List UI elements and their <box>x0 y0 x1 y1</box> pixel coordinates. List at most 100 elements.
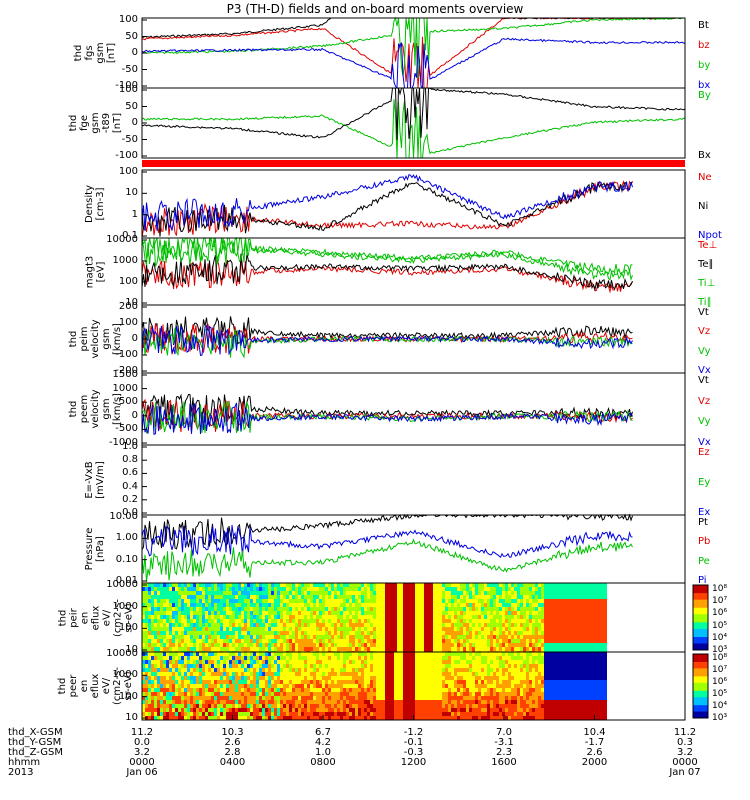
ve-legend-1: Vz <box>698 395 711 407</box>
ephem-z-value: 2.8 <box>224 747 241 758</box>
peir-tick-label: 10000 <box>106 579 138 590</box>
vi-trace-vz <box>141 322 633 355</box>
ephem-label: hhmm <box>8 757 41 768</box>
peer-tick-label: 1000 <box>112 669 138 681</box>
ephem-date-value: Jan 06 <box>126 767 158 778</box>
ephem-hhmm-value: 2000 <box>581 757 608 768</box>
ephem-hhmm-value: 0400 <box>219 757 246 768</box>
peir-colorbar-label: 10⁴ <box>712 632 728 643</box>
ve-tick-label: 1500 <box>112 369 138 380</box>
fgs-legend-1: bz <box>698 40 710 51</box>
dens-trace-npot <box>141 174 633 231</box>
temp-legend-1: Te∥ <box>698 259 714 270</box>
ve-tick-label: 500 <box>118 396 138 408</box>
efield-tick-label: 0.8 <box>122 454 138 466</box>
peer-colorbar-label: 10⁸ <box>712 653 728 663</box>
efield-tick-label: 0.2 <box>122 493 138 505</box>
ephem-z-value: -0.3 <box>403 747 424 758</box>
temp-tick-label: 100 <box>118 276 138 287</box>
efield-frame <box>141 444 686 516</box>
ephem-x-value: 6.7 <box>315 727 331 738</box>
dens-trace-ne <box>141 179 633 238</box>
fgs-legend-0: Bt <box>698 20 709 31</box>
dens-tick-label: 1 <box>131 208 138 220</box>
peer-colorbar-label: 10³ <box>712 713 728 723</box>
fge-tick-label: -50 <box>121 133 138 145</box>
page-title: P3 (TH-D) fields and on-board moments ov… <box>226 2 524 16</box>
vi-legend-1: Vz <box>698 326 711 338</box>
temp-tick-label: 1000 <box>112 255 138 266</box>
ve-legend-2: Vy <box>698 416 711 428</box>
efield-legend-2: Ex <box>698 507 711 518</box>
fge-tick-label: 0 <box>131 117 138 128</box>
press-ylabel: Pressure [nPa] <box>84 527 106 571</box>
dens-legend-2: Npot <box>698 230 722 241</box>
peir-tick-label: 10 <box>125 644 138 655</box>
ephem-z-value: 1.0 <box>315 747 331 758</box>
peir-colorbar-label: 10⁸ <box>712 584 728 594</box>
temp-legend-3: Ti∥ <box>698 297 712 308</box>
dens-tick-label: 0.1 <box>122 230 138 241</box>
ephem-hhmm-value: 1600 <box>491 757 517 768</box>
efield-tick-label: 0.0 <box>122 507 138 518</box>
ephem-x-value: 11.2 <box>673 727 697 738</box>
press-trace-pe <box>141 538 633 582</box>
peir-colorbar <box>693 585 708 651</box>
efield-tick-label: 1.0 <box>122 441 138 452</box>
ve-tick-label: 0 <box>131 409 138 421</box>
dens-legend-0: Ne <box>698 172 712 183</box>
ephem-label: thd_Z-GSM <box>8 747 63 758</box>
ve-legend-0: Vt <box>698 375 709 386</box>
fge-legend-0: By <box>698 90 711 101</box>
dens-ylabel: Density [cm-3] <box>84 184 106 224</box>
fgs-legend-3: bx <box>698 80 711 91</box>
fge-trace-bx <box>141 87 686 141</box>
ephem-y-value: 4.2 <box>315 737 331 748</box>
ephem-hhmm-value: 1200 <box>400 757 427 768</box>
fgs-tick-label: -50 <box>121 63 138 75</box>
vi-tick-label: 100 <box>118 317 138 328</box>
press-legend-0: Pt <box>698 517 708 528</box>
peir-spectrogram <box>142 583 607 655</box>
vi-legend-2: Vy <box>698 345 711 357</box>
vi-tick-label: -200 <box>115 365 138 376</box>
peir-ylabel: thd peir en eflux eV/ (cm2-s- sr-eV) <box>56 598 134 637</box>
temp-legend-0: Te⊥ <box>698 240 718 251</box>
efield-tick-label: 0.6 <box>122 467 138 479</box>
ve-trace-vx <box>141 402 633 436</box>
efield-tick-label: 0.4 <box>122 480 138 492</box>
ve-tick-label: -1000 <box>108 437 138 448</box>
peer-tick-label: 100 <box>118 690 138 702</box>
peir-colorbar-label: 10⁶ <box>712 608 728 619</box>
ephem-y-value: 2.6 <box>224 737 241 748</box>
ephem-z-value: 3.2 <box>134 747 150 758</box>
fgs-tick-label: 50 <box>125 30 138 42</box>
vi-tick-label: 200 <box>118 301 138 312</box>
fgs-legend-2: by <box>698 60 711 71</box>
ve-trace-vy <box>141 401 633 434</box>
ve-legend-3: Vx <box>698 437 711 448</box>
vi-trace-vy <box>141 327 633 359</box>
efield-legend-0: Ez <box>698 447 710 458</box>
ephem-hhmm-value: 0800 <box>310 757 336 768</box>
peir-colorbar-label: 10⁵ <box>712 620 728 631</box>
vi-legend-0: Vt <box>698 307 709 318</box>
peer-colorbar <box>693 654 708 719</box>
press-tick-label: 1.00 <box>115 532 138 544</box>
press-trace-pi <box>141 524 633 559</box>
ephem-x-value: 11.2 <box>130 727 154 738</box>
fgs-tick-label: -100 <box>115 80 138 91</box>
temp-ylabel: magt3 [eV] <box>84 255 106 288</box>
peir-tick-label: 1000 <box>112 600 138 612</box>
peir-tick-label: 100 <box>118 622 138 634</box>
vi-legend-3: Vx <box>698 365 711 376</box>
fgs-trace-by <box>141 16 685 79</box>
ephem-y-value: 0.3 <box>677 737 693 748</box>
press-tick-label: 10.00 <box>109 511 138 522</box>
ephem-x-value: 10.3 <box>221 727 244 738</box>
peer-tick-label: 10 <box>125 712 138 723</box>
ephem-y-value: -1.7 <box>584 737 605 748</box>
dens-legend-1: Ni <box>698 201 709 212</box>
press-legend-3: Pi <box>698 575 707 586</box>
